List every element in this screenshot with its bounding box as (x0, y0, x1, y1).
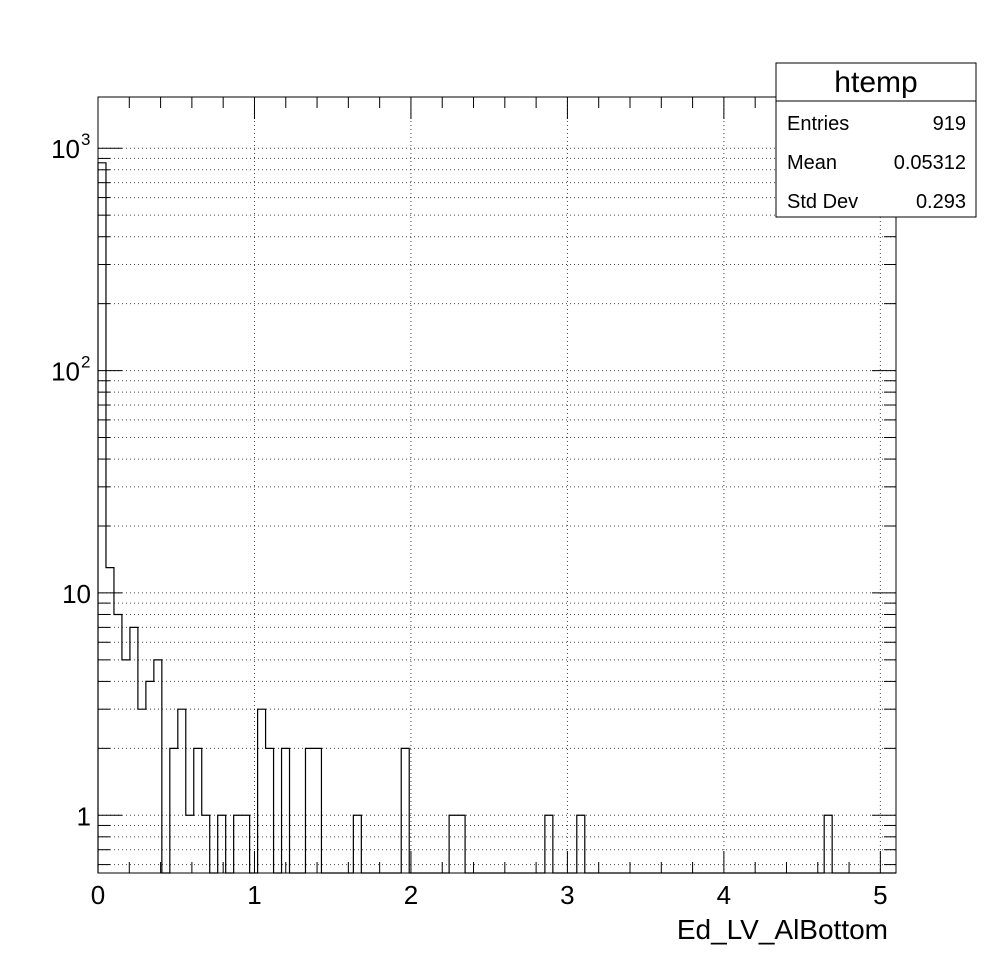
x-tick-labels: 0 1 2 3 4 5 (91, 880, 888, 910)
x-tick-label: 1 (247, 880, 261, 910)
stats-entries-label: Entries (787, 113, 849, 135)
y-tick-label: 10 (51, 357, 80, 387)
x-tick-label: 0 (91, 880, 105, 910)
plot-frame (97, 96, 897, 874)
stats-entries-value: 919 (933, 113, 966, 135)
x-tick-label: 4 (717, 880, 731, 910)
x-axis-title: Ed_LV_AlBottom (677, 914, 888, 945)
x-tick-label: 3 (560, 880, 574, 910)
stats-std-value: 0.293 (916, 191, 966, 213)
histogram-outline (97, 162, 896, 874)
stats-box: htemp Entries 919 Mean 0.05312 Std Dev 0… (775, 62, 977, 218)
y-tick-label-exponent: 3 (81, 130, 90, 149)
stats-mean-label: Mean (787, 152, 837, 174)
y-tick-label: 10 (62, 579, 91, 609)
x-tick-label: 5 (873, 880, 887, 910)
x-tick-label: 2 (404, 880, 418, 910)
y-tick-label-exponent: 2 (81, 353, 90, 372)
stats-box-title: htemp (834, 66, 917, 99)
y-tick-label: 10 (51, 134, 80, 164)
y-tick-label: 1 (77, 801, 91, 831)
stats-std-label: Std Dev (787, 191, 858, 213)
stats-mean-value: 0.05312 (894, 152, 966, 174)
grid-layer (97, 97, 896, 873)
